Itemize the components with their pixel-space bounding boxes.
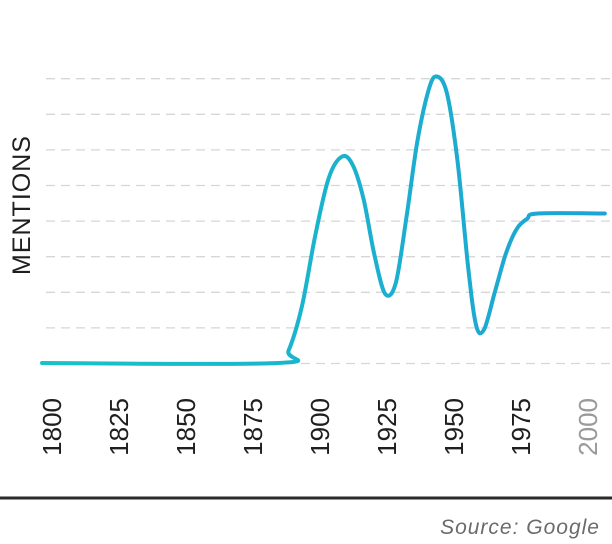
x-tick-label: 1925: [372, 398, 402, 456]
y-axis-label: MENTIONS: [8, 135, 36, 275]
x-tick-label: 1900: [305, 398, 335, 456]
x-tick-label: 1825: [104, 398, 134, 456]
series-line: [40, 74, 607, 366]
gridlines: [46, 78, 612, 365]
x-tick-label: 1975: [506, 398, 536, 456]
x-tick-label: 1800: [37, 398, 67, 456]
x-tick-label: 1950: [439, 398, 469, 456]
source-note: Source: Google: [440, 516, 600, 539]
x-axis-ticks: 1800 1825 1850 1875 1900 1925 1950 1975 2000: [37, 398, 603, 456]
x-tick-label: 2000: [573, 398, 603, 456]
x-tick-label: 1850: [171, 398, 201, 456]
x-tick-label: 1875: [238, 398, 268, 456]
